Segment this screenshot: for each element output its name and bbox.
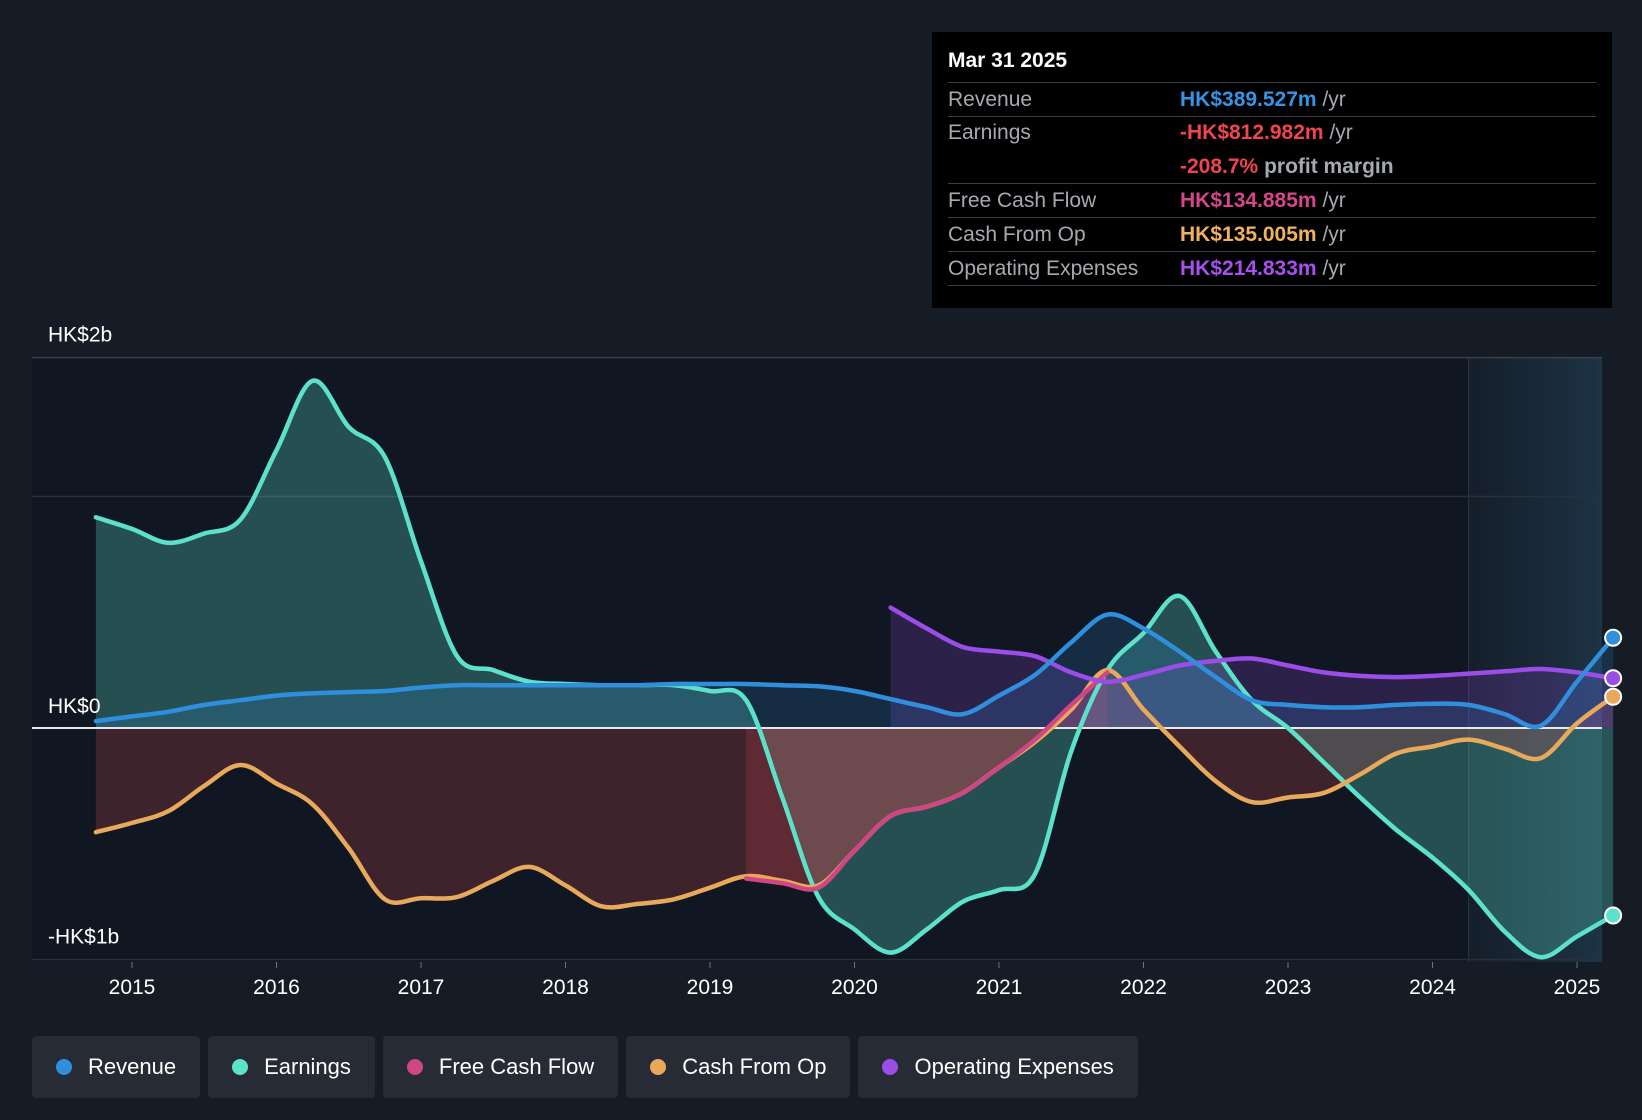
legend-item-cash-from-op[interactable]: Cash From Op [626, 1036, 851, 1098]
tooltip-label: Revenue [948, 87, 1033, 111]
tooltip-date: Mar 31 2025 [948, 49, 1068, 72]
legend-dot-icon [882, 1059, 899, 1075]
tooltip-profit-margin-label: profit margin [1264, 155, 1394, 178]
cash-from-op-end-point [1604, 687, 1623, 706]
tooltip-unit: /yr [1322, 256, 1346, 280]
x-tick-label: 2025 [1554, 976, 1601, 999]
x-tick-label: 2022 [1120, 976, 1167, 999]
legend-item-free-cash-flow[interactable]: Free Cash Flow [382, 1036, 619, 1098]
operating-expenses-line [888, 605, 1616, 684]
tooltip-unit: /yr [1322, 222, 1346, 246]
x-tick-label: 2024 [1409, 976, 1456, 999]
tooltip-profit-margin: -208.7% [1180, 155, 1259, 178]
free-cash-flow-line [743, 670, 1110, 892]
tooltip-value: HK$135.005m [1180, 222, 1317, 246]
x-tick-label: 2021 [976, 976, 1023, 999]
legend-dot-icon [56, 1059, 72, 1075]
tooltip-value: HK$134.885m [1180, 188, 1317, 212]
earnings-end-point [1604, 906, 1623, 925]
tooltip-row-opex: Operating Expenses HK$214.833m /yr [948, 251, 1596, 285]
legend-item-earnings[interactable]: Earnings [208, 1036, 375, 1098]
x-tick-label: 2018 [542, 976, 589, 999]
y-axis-label: HK$2b [48, 324, 112, 347]
tooltip-unit: /yr [1322, 188, 1346, 212]
tooltip-label: Cash From Op [948, 222, 1086, 246]
forecast-region [1468, 358, 1602, 962]
tooltip-label: Free Cash Flow [948, 188, 1097, 212]
tooltip-value: HK$214.833m [1180, 256, 1317, 280]
tooltip-row-revenue: Revenue HK$389.527m /yr [948, 82, 1596, 116]
legend-dot-icon [406, 1059, 423, 1075]
cash-from-op-area [95, 670, 1614, 908]
legend-dot-icon [232, 1059, 249, 1075]
x-tick-label: 2023 [1265, 976, 1312, 999]
tooltip-row-cfo: Cash From Op HK$135.005m /yr [948, 217, 1596, 251]
earnings-area [95, 380, 1614, 958]
x-tick-label: 2019 [687, 976, 734, 999]
operating-expenses-end-point [1604, 669, 1623, 688]
legend-label: Earnings [264, 1054, 351, 1079]
revenue-end-point [1604, 628, 1623, 647]
x-tick-label: 2016 [253, 976, 300, 999]
tooltip-label: Operating Expenses [948, 256, 1139, 280]
tooltip-row-fcf: Free Cash Flow HK$134.885m /yr [948, 183, 1596, 217]
y-axis-label: HK$0 [48, 695, 101, 718]
legend-label: Revenue [88, 1054, 177, 1079]
x-tick-label: 2017 [398, 976, 445, 999]
x-tick-label: 2015 [109, 976, 156, 999]
tooltip-value: -HK$812.982m [1180, 121, 1324, 144]
legend: Revenue Earnings Free Cash Flow Cash Fro… [32, 1036, 1138, 1098]
free-cash-flow-area [746, 672, 1108, 890]
legend-label: Operating Expenses [914, 1054, 1114, 1079]
tooltip-panel: Mar 31 2025 Revenue HK$389.527m /yr Earn… [932, 32, 1612, 308]
legend-dot-icon [650, 1059, 667, 1075]
earnings-line [93, 378, 1616, 960]
legend-label: Free Cash Flow [438, 1054, 595, 1079]
plot-area [32, 358, 1602, 962]
x-tick-label: 2020 [831, 976, 878, 999]
revenue-area [95, 614, 1614, 728]
revenue-line [93, 612, 1616, 730]
operating-expenses-area [890, 607, 1614, 728]
legend-label: Cash From Op [682, 1054, 827, 1079]
tooltip-label: Earnings [948, 121, 1031, 144]
legend-item-operating-expenses[interactable]: Operating Expenses [858, 1036, 1138, 1098]
legend-item-revenue[interactable]: Revenue [32, 1036, 201, 1098]
tooltip-unit: /yr [1322, 87, 1346, 111]
tooltip-row-earnings: Earnings -HK$812.982m /yr -208.7% profit… [948, 116, 1596, 183]
tooltip-value: HK$389.527m [1180, 87, 1317, 111]
y-axis-label: -HK$1b [48, 926, 119, 949]
tooltip-unit: /yr [1329, 121, 1353, 144]
